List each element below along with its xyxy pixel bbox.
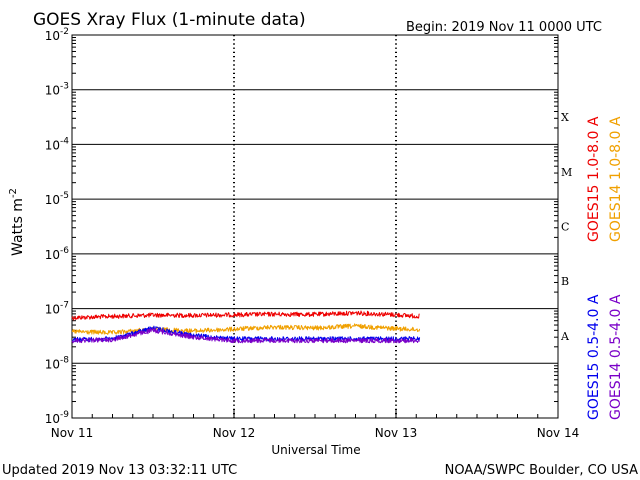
legend-entry: GOES15 0.5-4.0 A [586,294,602,420]
legend-entry: GOES15 1.0-8.0 A [586,116,602,242]
x-tick-label: Nov 14 [537,426,580,440]
flare-class-label: A [560,330,570,343]
y-tick-label: 10-9 [45,410,70,426]
x-tick-label: Nov 12 [213,426,256,440]
flare-class-label: M [561,166,572,179]
y-axis-label-exponent: -2 [8,188,19,198]
series-line [71,328,420,344]
y-tick-label: 10-2 [45,27,69,43]
y-tick-label: 10-3 [45,82,69,98]
credit-label: NOAA/SWPC Boulder, CO USA [445,463,638,478]
series-line [71,323,421,335]
series-line [71,310,420,321]
y-tick-label: 10-5 [45,191,69,207]
y-tick-label: 10-6 [45,246,70,262]
y-tick-label: 10-4 [45,136,70,152]
y-tick-label: 10-7 [45,301,69,317]
begin-label: Begin: 2019 Nov 11 0000 UTC [406,20,602,35]
x-axis-label: Universal Time [271,443,360,457]
y-axis-label-text: Watts m [10,198,26,256]
x-tick-label: Nov 11 [51,426,94,440]
flare-class-label: B [561,275,569,288]
updated-timestamp: Updated 2019 Nov 13 03:32:11 UTC [2,463,237,478]
flare-class-label: C [561,221,569,234]
legend-entry: GOES14 0.5-4.0 A [608,294,624,420]
svg-text:Watts m-2: Watts m-2 [8,188,26,256]
y-tick-label: 10-8 [45,355,70,371]
legend: GOES15 1.0-8.0 A GOES14 1.0-8.0 A GOES15 0… [586,116,624,420]
legend-entry: GOES14 1.0-8.0 A [608,116,624,242]
plot-frame [71,34,559,419]
x-tick-label: Nov 13 [375,426,418,440]
chart-title: GOES Xray Flux (1-minute data) [33,10,306,30]
plot-area: 10-9 10-8 10-7 10-6 10-5 10-4 10-3 10-2 Nov 11 No… [45,27,580,440]
flare-class-label: X [561,111,569,124]
y-axis-label: Watts m-2 [8,188,26,256]
